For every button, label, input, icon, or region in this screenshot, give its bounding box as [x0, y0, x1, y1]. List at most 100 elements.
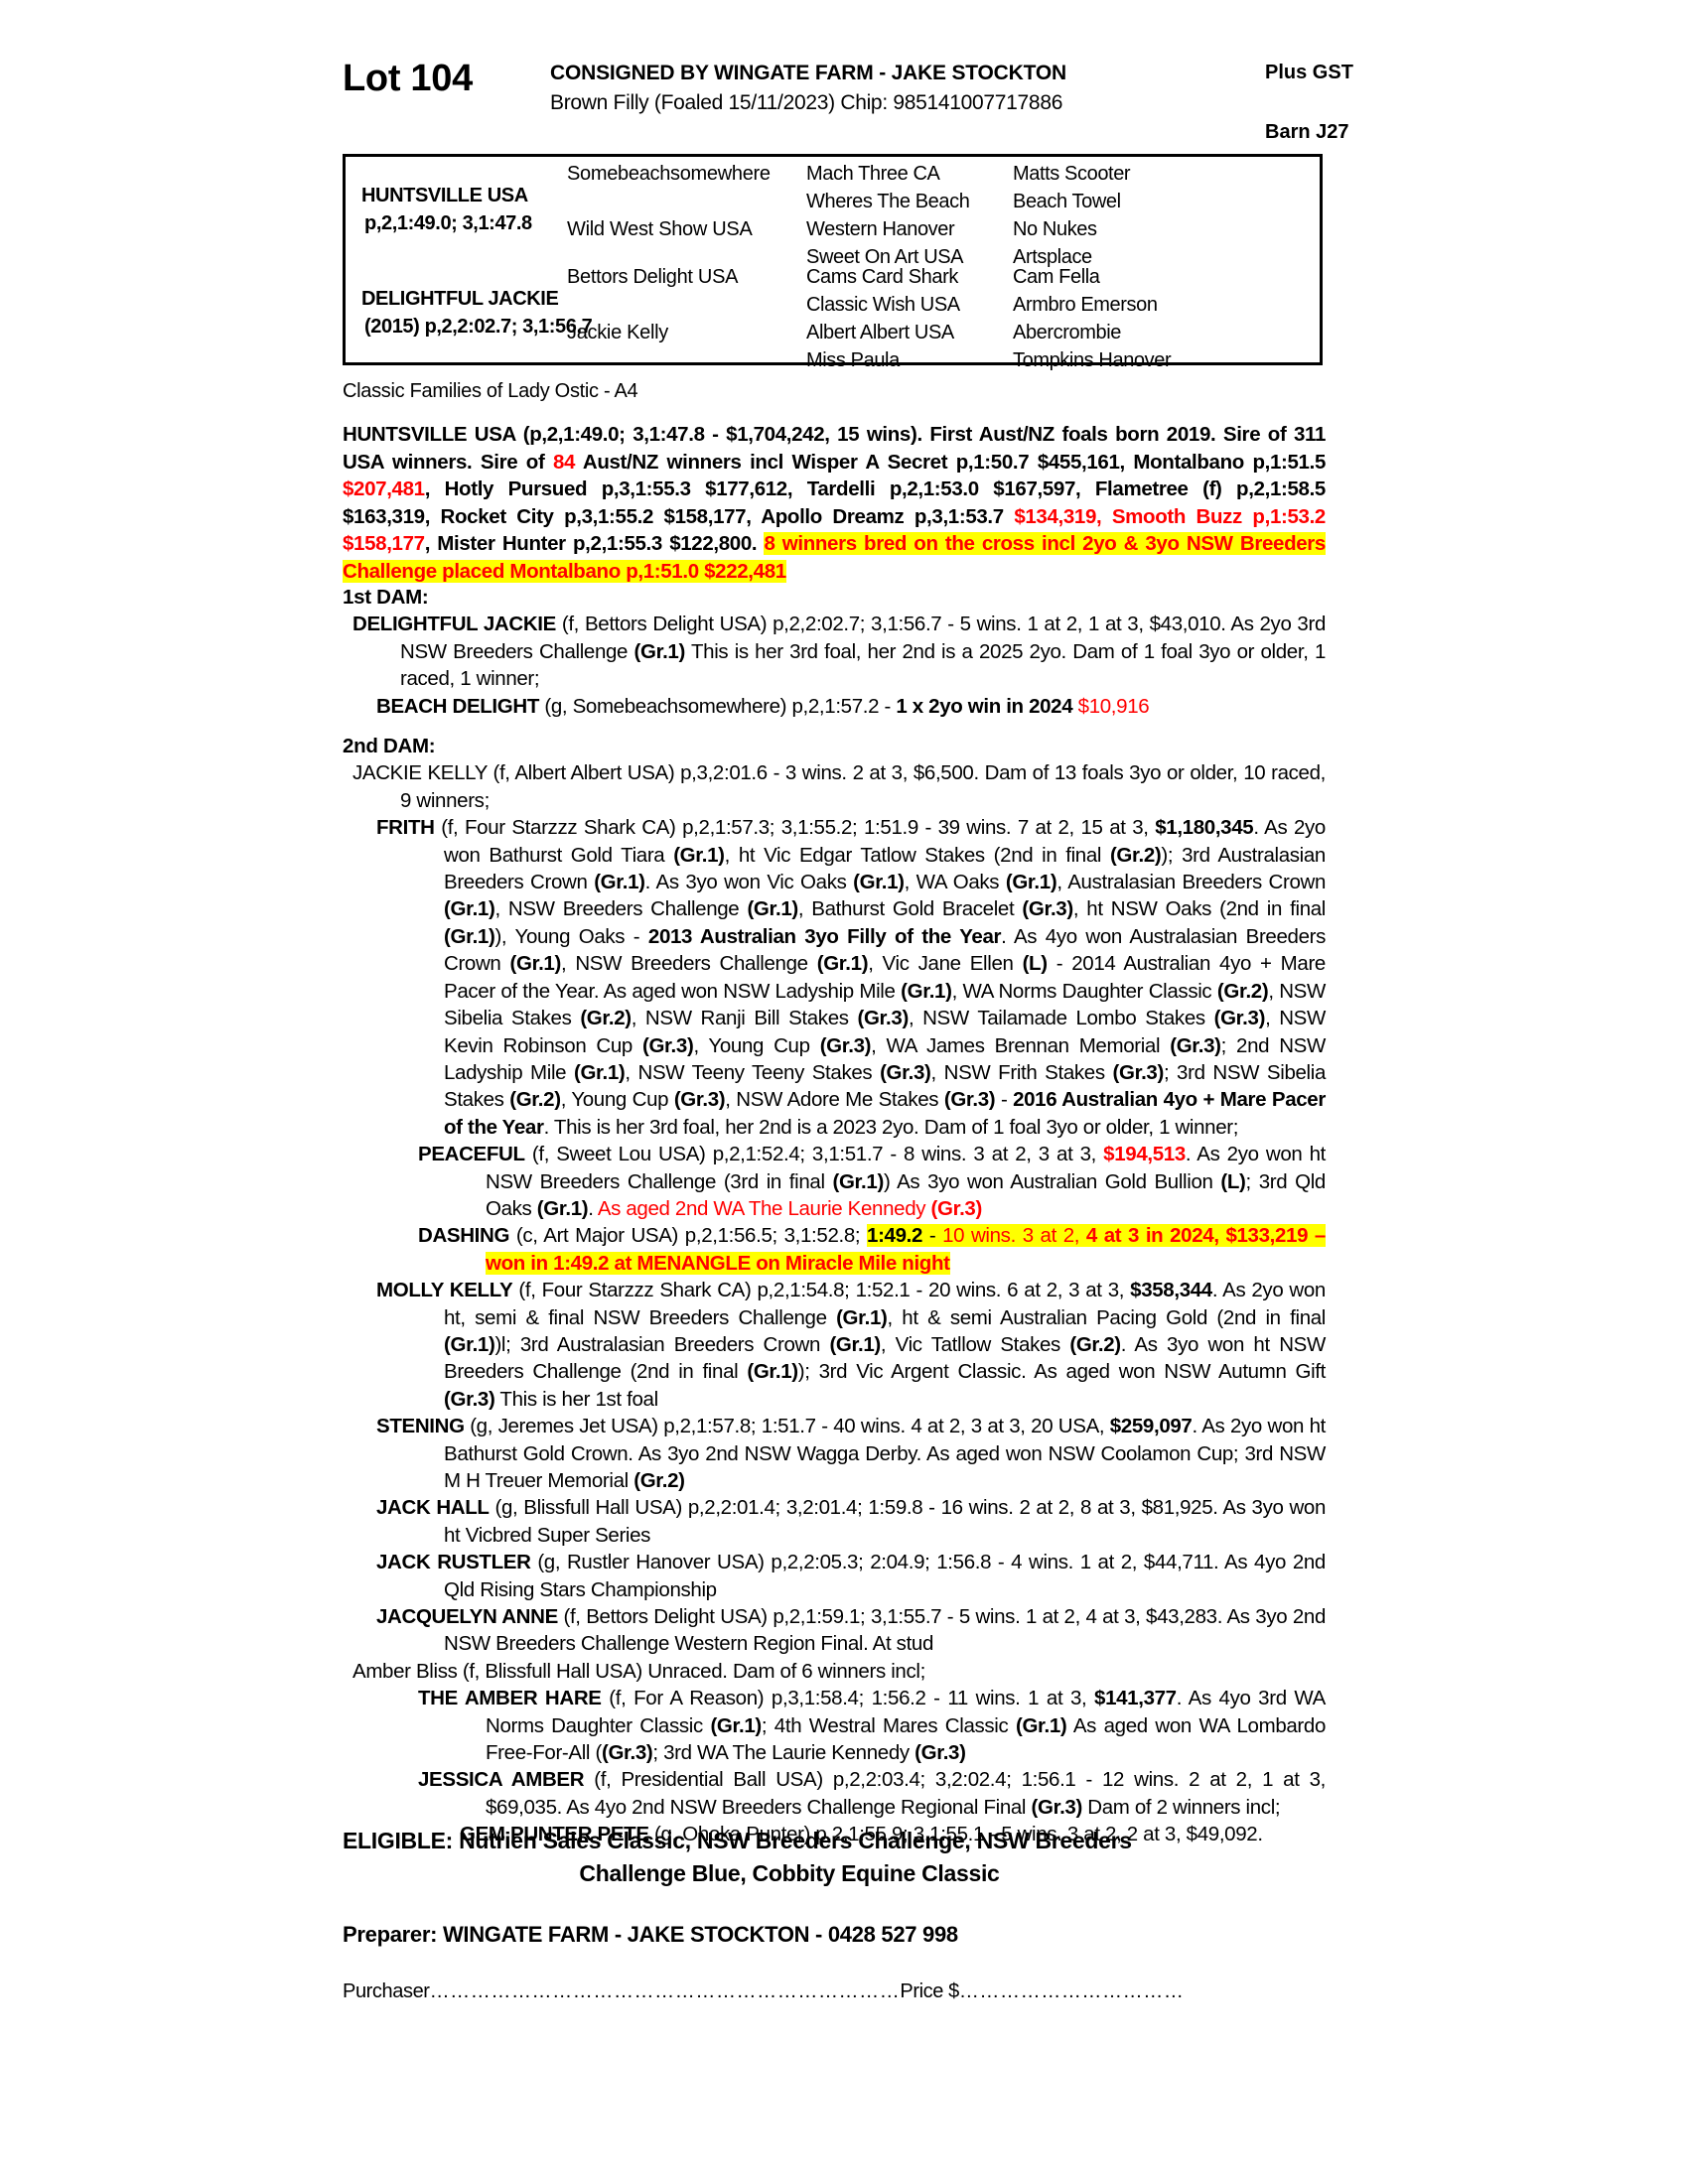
entry-body: (f, Presidential Ball USA) p,2,2:03.4; 3… — [486, 1768, 1326, 1819]
stening-entry: STENING (g, Jeremes Jet USA) p,2,1:57.8;… — [376, 1413, 1326, 1494]
sire-gen2-0: Somebeachsomewhere — [567, 163, 771, 185]
amber-bliss-entry: Amber Bliss (f, Blissfull Hall USA) Unra… — [352, 1659, 925, 1683]
frith-entry: FRITH (f, Four Starzzz Shark CA) p,2,1:5… — [376, 814, 1327, 1141]
lot-number: Lot 104 — [343, 58, 473, 99]
entry-text-b: This is her 3rd foal, her 2nd is a 2025 … — [400, 639, 1326, 691]
eligible-line-2: Challenge Blue, Cobbity Equine Classic — [579, 1860, 1000, 1886]
purchaser-dots: …………………………………………………………… — [429, 1980, 901, 2002]
entry-name: FRITH — [376, 816, 435, 840]
entry-body: (g, Rustler Hanover USA) p,2,2:05.3; 2:0… — [444, 1551, 1326, 1601]
dam-gen3-1: Classic Wish USA — [806, 293, 960, 316]
sire-gen3-3: Sweet On Art USA — [806, 246, 964, 268]
purchaser-row: Purchaser……………………………………………………………Price $…… — [343, 1980, 1286, 2003]
dam-gen3-3: Miss Paula — [806, 348, 900, 371]
first-dam-entry: DELIGHTFUL JACKIE (f, Bettors Delight US… — [352, 611, 1326, 692]
dam-gen4-0: Cam Fella — [1013, 265, 1100, 288]
entry-text-a: (f, Bettors Delight USA) p,2,2:02.7; 3,1… — [400, 613, 1326, 663]
entry-body: (f, Bettors Delight USA) p,2,1:59.1; 3,1… — [444, 1605, 1326, 1656]
barn-number: Barn J27 — [1265, 121, 1349, 143]
sire-gen4-1: Beach Towel — [1013, 191, 1121, 212]
sire-gen3-0: Mach Three CA — [806, 163, 940, 185]
jacquelyn-anne-entry: JACQUELYN ANNE (f, Bettors Delight USA) … — [376, 1603, 1326, 1658]
page-header: Lot 104 CONSIGNED BY WINGATE FARM - JAKE… — [62, 44, 1626, 155]
entry-name: DELIGHTFUL JACKIE — [352, 613, 556, 636]
sire-gen4-2: No Nukes — [1013, 218, 1097, 240]
entry-body: (g, Ohoka Punter) p,2,1:55.9; 3,1:55.1 -… — [654, 1823, 1263, 1846]
sire-red-3: $134,319, Smooth Buzz p,1:53.2 $158,177 — [343, 504, 1326, 556]
entry-red-earnings: $10,916 — [1072, 694, 1150, 718]
first-dam-heading: 1st DAM: — [343, 586, 429, 609]
pedigree-body: 1st DAM: DELIGHTFUL JACKIE (f, Bettors D… — [343, 584, 1326, 1848]
sire-seg-1: HUNTSVILLE USA (p,2,1:49.0; 3,1:47.8 - $… — [343, 423, 1326, 474]
entry-name: BEACH DELIGHT — [376, 694, 540, 718]
molly-kelly-entry: MOLLY KELLY (f, Four Starzzz Shark CA) p… — [376, 1277, 1327, 1413]
entry-win-note: 1 x 2yo win in 2024 — [896, 694, 1073, 718]
dam-gen2-0: Bettors Delight USA — [567, 265, 739, 288]
entry-name: THE AMBER HARE — [418, 1687, 602, 1710]
consignor-line: CONSIGNED BY WINGATE FARM - JAKE STOCKTO… — [550, 62, 1066, 84]
entry-body: (c, Art Major USA) p,2,1:56.5; 3,1:52.8;… — [486, 1224, 1326, 1275]
entry-text-a: (g, Somebeachsomewhere) p,2,1:57.2 - — [539, 694, 897, 718]
entry-name: DASHING — [418, 1224, 510, 1248]
sire-gen4-0: Matts Scooter — [1013, 163, 1131, 185]
jack-hall-entry: JACK HALL (g, Blissfull Hall USA) p,2,2:… — [376, 1494, 1326, 1549]
entry-body: (f, For A Reason) p,3,1:58.4; 1:56.2 - 1… — [486, 1687, 1327, 1765]
entry-name: JACQUELYN ANNE — [376, 1605, 558, 1629]
preparer-line: Preparer: WINGATE FARM - JAKE STOCKTON -… — [343, 1922, 958, 1947]
the-amber-hare-entry: THE AMBER HARE (f, For A Reason) p,3,1:5… — [418, 1685, 1327, 1766]
price-dots: …………………………… — [958, 1980, 1185, 2002]
dam-gen4-3: Tompkins Hanover — [1013, 348, 1172, 371]
foal-description: Brown Filly (Foaled 15/11/2023) Chip: 98… — [550, 91, 1063, 114]
gem-punter-pete-entry: GEM PUNTER PETE (g, Ohoka Punter) p,2,1:… — [460, 1821, 1326, 1847]
dam-gen3-2: Albert Albert USA — [806, 321, 954, 343]
dashing-entry: DASHING (c, Art Major USA) p,2,1:56.5; 3… — [418, 1222, 1326, 1277]
pedigree-dam-half: DELIGHTFUL JACKIE (2015) p,2,2:02.7; 3,1… — [346, 260, 1320, 371]
sire-name-block: HUNTSVILLE USA p,2,1:49.0; 3,1:47.8 — [361, 185, 532, 235]
entry-name: JACK RUSTLER — [376, 1551, 531, 1574]
sire-gen2-1: Wild West Show USA — [567, 218, 753, 240]
entry-name: JESSICA AMBER — [418, 1768, 585, 1792]
pedigree-sire-half: HUNTSVILLE USA p,2,1:49.0; 3,1:47.8 Some… — [346, 157, 1320, 268]
entry-name: STENING — [376, 1415, 465, 1438]
dam-gen4-2: Abercrombie — [1013, 321, 1121, 343]
eligible-block: ELIGIBLE: Nutrien Sales Classic, NSW Bre… — [343, 1825, 1236, 1890]
dam-name: DELIGHTFUL JACKIE — [361, 287, 559, 310]
sire-red-1: 84 — [552, 450, 576, 474]
sire-paragraph: HUNTSVILLE USA (p,2,1:49.0; 3,1:47.8 - $… — [343, 421, 1326, 585]
entry-body: (g, Blissfull Hall USA) p,2,2:01.4; 3,2:… — [444, 1496, 1326, 1547]
entry-name: JACK HALL — [376, 1496, 490, 1520]
entry-body: (g, Jeremes Jet USA) p,2,1:57.8; 1:51.7 … — [444, 1415, 1326, 1492]
entry-body: (f, Four Starzzz Shark CA) p,2,1:57.3; 3… — [441, 816, 1327, 1139]
sire-name: HUNTSVILLE USA — [361, 185, 528, 206]
purchaser-label: Purchaser — [343, 1980, 430, 2002]
dam-gen2-1: Jackie Kelly — [567, 321, 668, 343]
sire-red-2: $207,481 — [343, 478, 425, 500]
entry-grade: (Gr.1) — [633, 639, 686, 663]
eligible-line-1: ELIGIBLE: Nutrien Sales Classic, NSW Bre… — [343, 1828, 1132, 1853]
sire-gen3-1: Wheres The Beach — [806, 191, 970, 212]
entry-body: (f, Four Starzzz Shark CA) p,2,1:54.8; 1… — [444, 1279, 1327, 1411]
family-line: Classic Families of Lady Ostic - A4 — [343, 380, 638, 402]
sire-gen3-2: Western Hanover — [806, 218, 955, 240]
gst-note: Plus GST — [1265, 62, 1353, 83]
dam-gen4-1: Armbro Emerson — [1013, 293, 1158, 316]
entry-name: GEM PUNTER PETE — [460, 1823, 649, 1846]
pedigree-table: HUNTSVILLE USA p,2,1:49.0; 3,1:47.8 Some… — [343, 154, 1323, 371]
peaceful-entry: PEACEFUL (f, Sweet Lou USA) p,2,1:52.4; … — [418, 1141, 1326, 1222]
sire-seg-3: , Hotly Pursued p,3,1:55.3 $177,612, Tar… — [343, 478, 1326, 528]
dam-gen3-0: Cams Card Shark — [806, 265, 958, 288]
beach-delight-entry: BEACH DELIGHT (g, Somebeachsomewhere) p,… — [376, 693, 1326, 720]
jack-rustler-entry: JACK RUSTLER (g, Rustler Hanover USA) p,… — [376, 1549, 1326, 1603]
sire-seg-4: , Mister Hunter p,2,1:55.3 $122,800. — [424, 532, 765, 555]
sire-seg-2: Aust/NZ winners incl Wisper A Secret p,1… — [575, 450, 1326, 474]
entry-body: (f, Sweet Lou USA) p,2,1:52.4; 3,1:51.7 … — [486, 1143, 1326, 1220]
entry-name: MOLLY KELLY — [376, 1279, 513, 1302]
entry-name: PEACEFUL — [418, 1143, 525, 1166]
sire-gen4-3: Artsplace — [1013, 246, 1092, 268]
sire-time: p,2,1:49.0; 3,1:47.8 — [364, 212, 532, 234]
dam-time: (2015) p,2,2:02.7; 3,1:56.7 — [364, 315, 593, 338]
price-label: Price $ — [900, 1980, 959, 2002]
jackie-kelly-intro: JACKIE KELLY (f, Albert Albert USA) p,3,… — [352, 761, 1326, 812]
jessica-amber-entry: JESSICA AMBER (f, Presidential Ball USA)… — [418, 1766, 1326, 1821]
